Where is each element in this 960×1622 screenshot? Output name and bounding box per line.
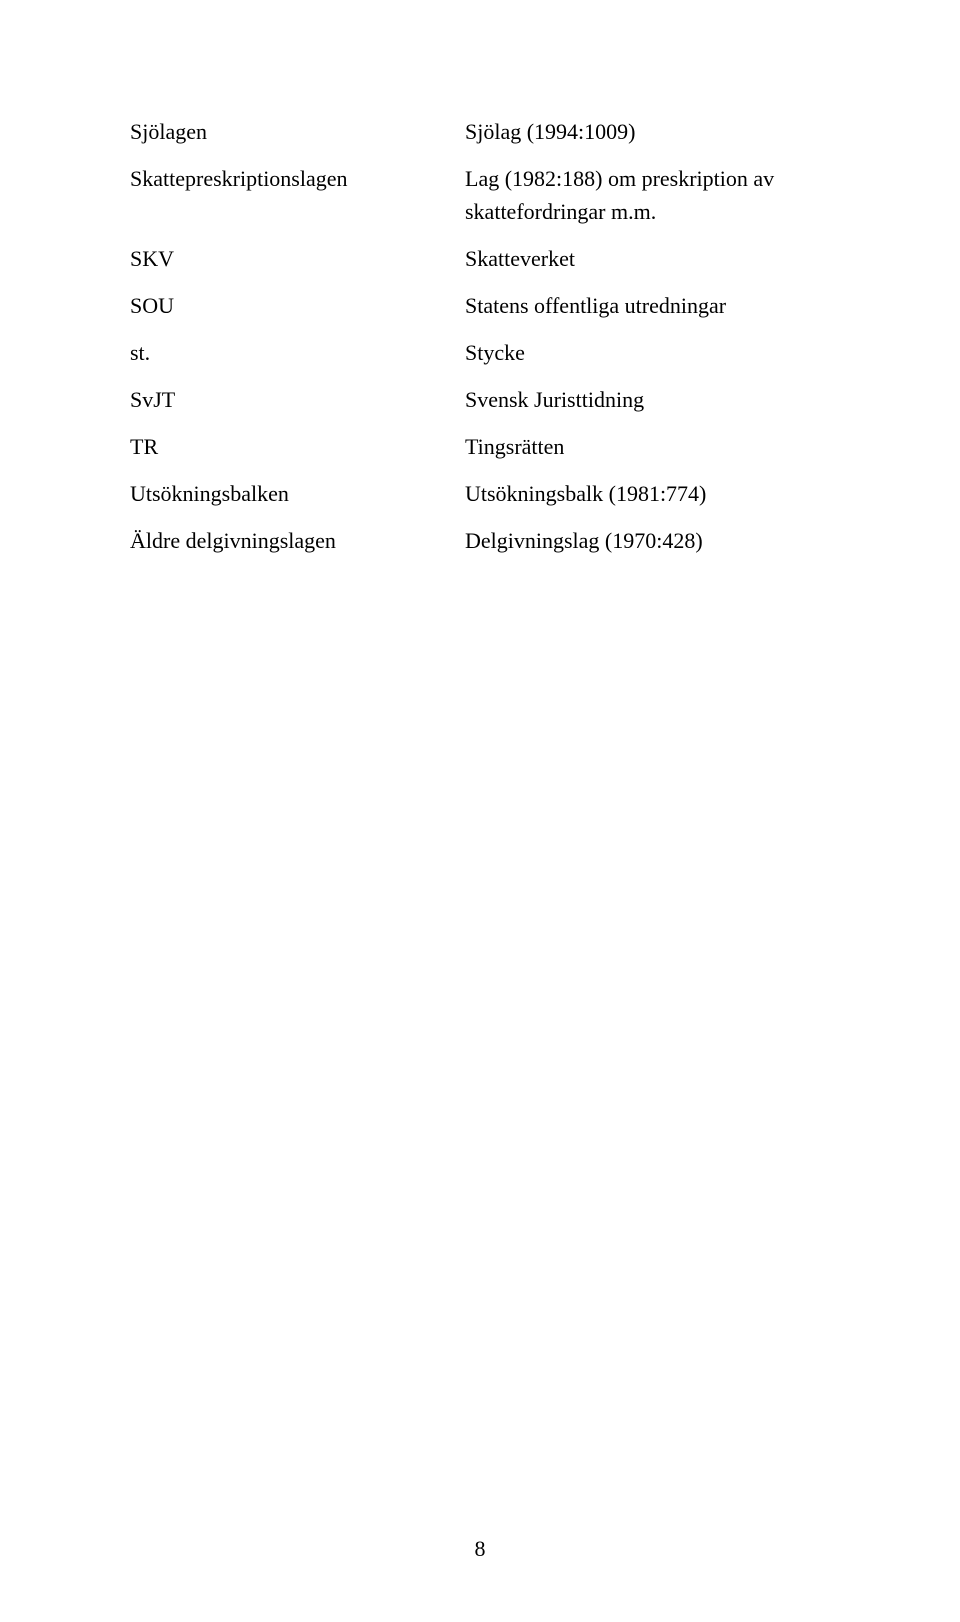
term: Skattepreskriptionslagen <box>130 162 465 195</box>
term: TR <box>130 430 465 463</box>
definition: Sjölag (1994:1009) <box>465 115 830 148</box>
term: Utsökningsbalken <box>130 477 465 510</box>
definition: Delgivningslag (1970:428) <box>465 524 830 557</box>
definition: Skatteverket <box>465 242 830 275</box>
definition-row: Skattepreskriptionslagen Lag (1982:188) … <box>130 162 830 228</box>
definition-row: SKV Skatteverket <box>130 242 830 275</box>
page: Sjölagen Sjölag (1994:1009) Skattepreskr… <box>0 0 960 1622</box>
page-number: 8 <box>0 1536 960 1562</box>
definition-row: Äldre delgivningslagen Delgivningslag (1… <box>130 524 830 557</box>
definition-row: SOU Statens offentliga utredningar <box>130 289 830 322</box>
term: st. <box>130 336 465 369</box>
definition-row: st. Stycke <box>130 336 830 369</box>
definition-row: Utsökningsbalken Utsökningsbalk (1981:77… <box>130 477 830 510</box>
definition: Utsökningsbalk (1981:774) <box>465 477 830 510</box>
definition: Svensk Juristtidning <box>465 383 830 416</box>
term: Äldre delgivningslagen <box>130 524 465 557</box>
definition: Tingsrätten <box>465 430 830 463</box>
definition-row: Sjölagen Sjölag (1994:1009) <box>130 115 830 148</box>
term: SOU <box>130 289 465 322</box>
definition-row: TR Tingsrätten <box>130 430 830 463</box>
term: SvJT <box>130 383 465 416</box>
term: Sjölagen <box>130 115 465 148</box>
definition: Lag (1982:188) om preskription av skatte… <box>465 162 830 228</box>
definition: Statens offentliga utredningar <box>465 289 830 322</box>
definition-row: SvJT Svensk Juristtidning <box>130 383 830 416</box>
term: SKV <box>130 242 465 275</box>
definition: Stycke <box>465 336 830 369</box>
